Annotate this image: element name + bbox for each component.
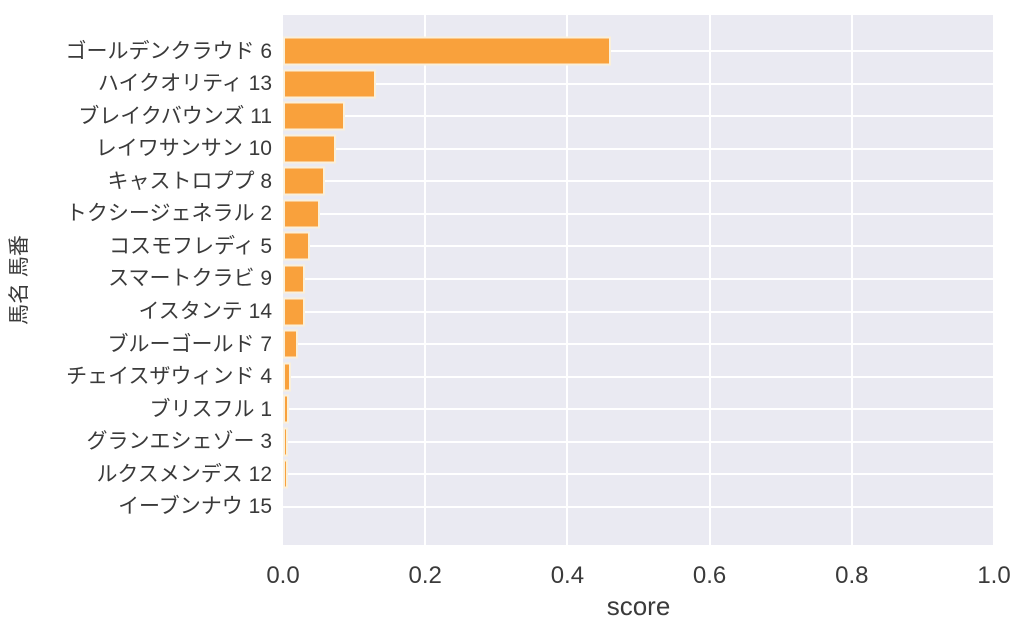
y-tick-labels: ゴールデンクラウド 6 ハイクオリティ 13 ブレイクバウンズ 11 レイワサンサン … — [0, 15, 272, 545]
x-tick-labels: 0.0 0.2 0.4 0.6 0.8 1.0 — [266, 562, 1010, 593]
bar-row — [283, 230, 994, 263]
bar — [283, 134, 337, 164]
bar — [283, 329, 298, 359]
bar-rows — [283, 15, 994, 545]
category-label: ブレイクバウンズ 11 — [78, 104, 272, 128]
bar-row — [283, 328, 994, 361]
gridline-horizontal — [283, 115, 994, 118]
gridline-vertical — [566, 15, 569, 545]
category-label: キャストロププ 8 — [107, 169, 272, 193]
x-axis-title: score — [606, 591, 671, 621]
bar — [283, 459, 288, 489]
category-label: レイワサンサン 10 — [95, 137, 272, 161]
category-label: ルクスメンデス 12 — [96, 462, 272, 486]
x-tick-label: 0.2 — [408, 562, 442, 589]
category-label: チェイスザウィンド 4 — [66, 365, 272, 389]
bar — [283, 166, 325, 196]
bar-row — [283, 68, 994, 101]
gridline-horizontal — [283, 82, 994, 85]
category-label: ブリスフル 1 — [149, 397, 272, 421]
gridline-horizontal — [283, 212, 994, 215]
bar — [283, 199, 321, 229]
bar — [283, 362, 292, 392]
category-label: ゴールデンクラウド 6 — [65, 39, 272, 63]
category-label: コスモフレディ 5 — [108, 234, 272, 258]
bar — [283, 297, 306, 327]
bar-row — [283, 490, 994, 523]
x-tick-label: 0.6 — [692, 562, 727, 589]
bar-row — [283, 35, 994, 68]
bar — [283, 264, 305, 294]
x-tick-label: 0.8 — [835, 562, 869, 589]
bar — [283, 394, 289, 424]
category-label: スマートクラビ 9 — [108, 267, 272, 291]
bar-row — [283, 263, 994, 296]
category-label: トクシージェネラル 2 — [65, 202, 272, 226]
bar-row — [283, 133, 994, 166]
category-label: ブルーゴールド 7 — [107, 332, 272, 356]
bar-row — [283, 458, 994, 491]
x-tick-label: 0.4 — [550, 562, 585, 589]
gridline-horizontal — [283, 245, 994, 248]
bar-row — [283, 393, 994, 426]
x-tick-label: 1.0 — [977, 562, 1011, 589]
bar — [283, 69, 376, 99]
bar-row — [283, 295, 994, 328]
gridline-horizontal — [283, 147, 994, 150]
x-tick-label: 0.0 — [266, 562, 300, 589]
gridline-horizontal — [283, 408, 994, 411]
gridline-horizontal — [283, 505, 994, 508]
gridline-vertical — [424, 15, 427, 545]
bar-row — [283, 165, 994, 198]
gridline-vertical — [850, 15, 853, 545]
category-label: グランエシェゾー 3 — [86, 430, 272, 454]
category-label: イスタンテ 14 — [138, 300, 272, 324]
gridline-horizontal — [283, 277, 994, 280]
bar-row — [283, 360, 994, 393]
gridline-horizontal — [283, 440, 994, 443]
bar — [283, 101, 345, 131]
gridline-horizontal — [283, 310, 994, 313]
plot-area — [283, 15, 995, 545]
gridline-vertical — [708, 15, 711, 545]
gridline-horizontal — [283, 50, 994, 53]
gridline-horizontal — [283, 473, 994, 476]
bar-row — [283, 425, 994, 458]
bar — [283, 427, 289, 457]
gridline-vertical — [993, 15, 995, 545]
bar — [283, 36, 611, 66]
category-label: ハイクオリティ 13 — [97, 72, 272, 96]
gridline-horizontal — [283, 343, 994, 346]
bar-row — [283, 198, 994, 231]
bar — [283, 231, 310, 261]
category-label: イーブンナウ 15 — [118, 495, 272, 519]
gridline-horizontal — [283, 180, 994, 183]
bar-row — [283, 100, 994, 133]
gridline-horizontal — [283, 375, 994, 378]
